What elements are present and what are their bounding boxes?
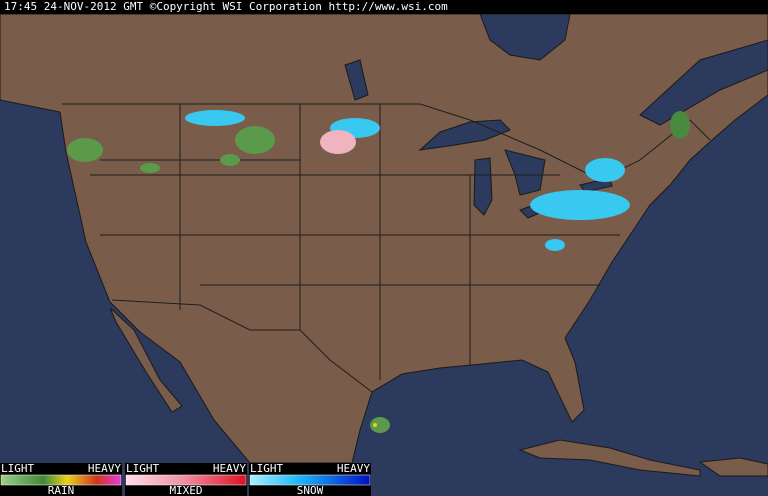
legend-light: LIGHT [1, 462, 34, 475]
legend-scale [125, 474, 247, 486]
cuba [518, 439, 701, 477]
st-lawrence [639, 39, 768, 126]
baja [109, 307, 183, 413]
land [0, 13, 768, 464]
header-text: 17:45 24-NOV-2012 GMT ©Copyright WSI Cor… [4, 0, 448, 13]
radar-echoes [67, 110, 690, 433]
legend-label: RAIN [48, 484, 75, 496]
legend-heavy: HEAVY [213, 462, 246, 475]
us-mexico-border [111, 299, 373, 393]
lake-michigan [473, 157, 493, 216]
lake-huron [504, 149, 546, 196]
header-bar [0, 0, 768, 14]
legend-scale [0, 474, 122, 486]
legend: LIGHT HEAVY RAIN LIGHT HEAVY MIXED LIGHT HEAVY S… [0, 462, 371, 496]
legend-label: SNOW [297, 484, 324, 496]
hispaniola [698, 457, 768, 477]
legend-heavy: HEAVY [337, 462, 370, 475]
lake-winnipeg [344, 59, 369, 101]
legend-scale [249, 474, 371, 486]
legend-light: LIGHT [250, 462, 283, 475]
legend-label: MIXED [169, 484, 202, 496]
legend-light: LIGHT [126, 462, 159, 475]
legend-heavy: HEAVY [88, 462, 121, 475]
